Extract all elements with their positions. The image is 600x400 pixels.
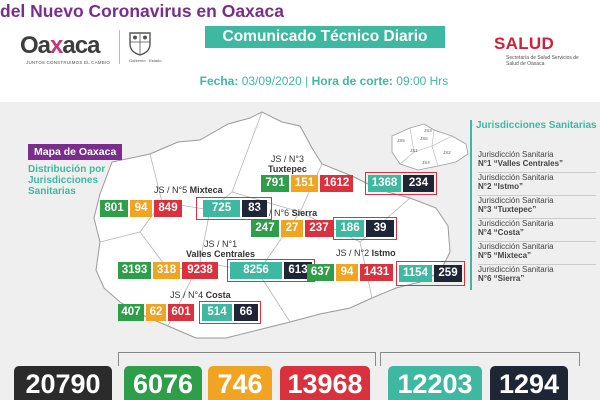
- jurisdiction-item: Jurisdicción Sanitaria N°3 “Tuxtepec”: [478, 196, 596, 219]
- region-label-mixteca: JS / N°5 Mixteca: [154, 185, 223, 195]
- tuxtepec-value-3: 1612: [320, 175, 353, 192]
- jurisdictions-title: Jurisdicciones Sanitarias: [476, 120, 597, 131]
- region-label-valles: JS / N°1 Valles Centrales: [186, 239, 256, 259]
- mixteca-value-1: 801: [100, 200, 128, 217]
- istmo-value-1: 637: [307, 264, 334, 281]
- region-label-sierra: JS / N°6 Sierra: [256, 208, 318, 218]
- salud-logo: SALUD: [494, 34, 555, 53]
- costa-frame: [199, 301, 261, 324]
- total-value-1: 20790: [14, 366, 112, 400]
- istmo-value-5: 259: [434, 265, 462, 282]
- date-value: 03/09/2020: [241, 74, 302, 88]
- total-value-3: 746: [208, 366, 272, 400]
- mixteca-value-3: 849: [154, 200, 182, 217]
- map-area: JS5 JS1 JS6 JS3 JS2 JS4 Mapa de Oaxaca D…: [0, 102, 600, 348]
- mini-label-js5: JS5: [397, 138, 405, 143]
- mixteca-value-5: 83: [242, 200, 267, 217]
- mixteca-value-4: 725: [203, 200, 240, 217]
- jurisdiction-item: Jurisdicción Sanitaria N°6 “Sierra”: [478, 265, 554, 283]
- sierra-value-2: 27: [281, 220, 303, 237]
- valles-value-5: 613: [284, 262, 312, 279]
- tuxtepec-frame: [365, 172, 437, 195]
- total-value-2: 6076: [124, 366, 202, 400]
- jurisdiction-item: Jurisdicción Sanitaria N°2 “Istmo”: [478, 173, 596, 196]
- tuxtepec-value-1: 791: [261, 175, 289, 192]
- oaxaca-logo: Oaxaca: [20, 32, 100, 59]
- brand-tagline: JUNTOS CONSTRUIMOS EL CAMBIO: [26, 60, 111, 65]
- jurisdiction-item: Jurisdicción Sanitaria N°4 “Costa”: [478, 219, 596, 242]
- tuxtepec-value-4: 1368: [368, 175, 401, 192]
- date-line: Fecha: 03/09/2020 | Hora de corte: 09:00…: [184, 74, 464, 88]
- mixteca-frame: [196, 197, 272, 220]
- seal-caption: Gobierno · Estado: [129, 58, 162, 63]
- total-value-4: 13968: [280, 366, 370, 400]
- region-label-istmo: JS / N°2 Istmo: [336, 248, 396, 258]
- costa-value-2: 62: [146, 304, 166, 321]
- mini-label-js3: JS3: [424, 128, 432, 133]
- jurisdiction-item: Jurisdicción Sanitaria N°1 “Valles Centra…: [478, 150, 596, 173]
- map-legend-subtitle: Distribución por Jurisdicciones Sanitari…: [28, 164, 106, 197]
- mini-label-js1: JS1: [410, 148, 418, 153]
- sierra-value-3: 237: [305, 220, 333, 237]
- mini-label-js4: JS4: [422, 160, 430, 165]
- valles-value-4: 8256: [230, 262, 282, 279]
- costa-value-3: 601: [168, 304, 194, 321]
- sierra-value-4: 186: [336, 220, 364, 237]
- mixteca-value-2: 94: [130, 200, 152, 217]
- istmo-frame: [396, 261, 465, 286]
- totals-bracket-right: [380, 352, 580, 366]
- state-seal-icon: [129, 32, 151, 56]
- region-label-costa: JS / N°4 Costa: [170, 290, 231, 300]
- valles-value-1: 3193: [118, 262, 151, 279]
- valles-value-2: 318: [153, 262, 180, 279]
- sierra-frame: [333, 217, 397, 240]
- istmo-value-2: 94: [336, 264, 358, 281]
- tuxtepec-value-5: 234: [403, 175, 434, 192]
- title-line-2: del Nuevo Coronavirus en Oaxaca: [0, 1, 284, 21]
- title-line-1: Comunicado Técnico Diario: [205, 26, 445, 48]
- total-value-6: 1294: [490, 366, 568, 400]
- mini-label-js2: JS2: [443, 150, 451, 155]
- mini-label-js6: JS6: [420, 136, 428, 141]
- header: Oaxaca JUNTOS CONSTRUIMOS EL CAMBIO Gobi…: [0, 0, 600, 102]
- istmo-value-4: 1154: [399, 265, 432, 282]
- date-label: Fecha:: [199, 74, 239, 88]
- istmo-value-3: 1431: [360, 264, 393, 281]
- salud-subtitle: Secretaría de Salud Servicios de Salud d…: [506, 55, 579, 67]
- sierra-value-5: 39: [366, 220, 394, 237]
- totals-bracket-left: [118, 352, 376, 366]
- jurisdiction-item: Jurisdicción Sanitaria N°5 “Mixteca”: [478, 242, 596, 265]
- costa-value-1: 407: [118, 304, 144, 321]
- totals-strip: 20790 6076 746 13968 12203 1294: [0, 348, 600, 400]
- jurisdictions-list: Jurisdicción Sanitaria N°1 “Valles Centra…: [478, 150, 596, 288]
- costa-value-4: 514: [202, 304, 232, 321]
- total-value-5: 12203: [388, 366, 482, 400]
- mini-map-lines: [399, 127, 453, 167]
- costa-value-5: 66: [234, 304, 258, 321]
- cut-value: 09:00 Hrs: [396, 74, 449, 88]
- valles-value-3: 9238: [182, 262, 218, 279]
- region-label-tuxtepec: JS / N°3 Tuxtepec: [268, 154, 307, 174]
- header-divider: [119, 30, 120, 64]
- jurisdictions-bar: [470, 120, 472, 290]
- date-separator: |: [305, 74, 309, 88]
- map-legend-title: Mapa de Oaxaca: [28, 144, 123, 160]
- cut-label: Hora de corte:: [311, 74, 393, 88]
- tuxtepec-value-2: 151: [291, 175, 318, 192]
- sierra-value-1: 247: [251, 220, 279, 237]
